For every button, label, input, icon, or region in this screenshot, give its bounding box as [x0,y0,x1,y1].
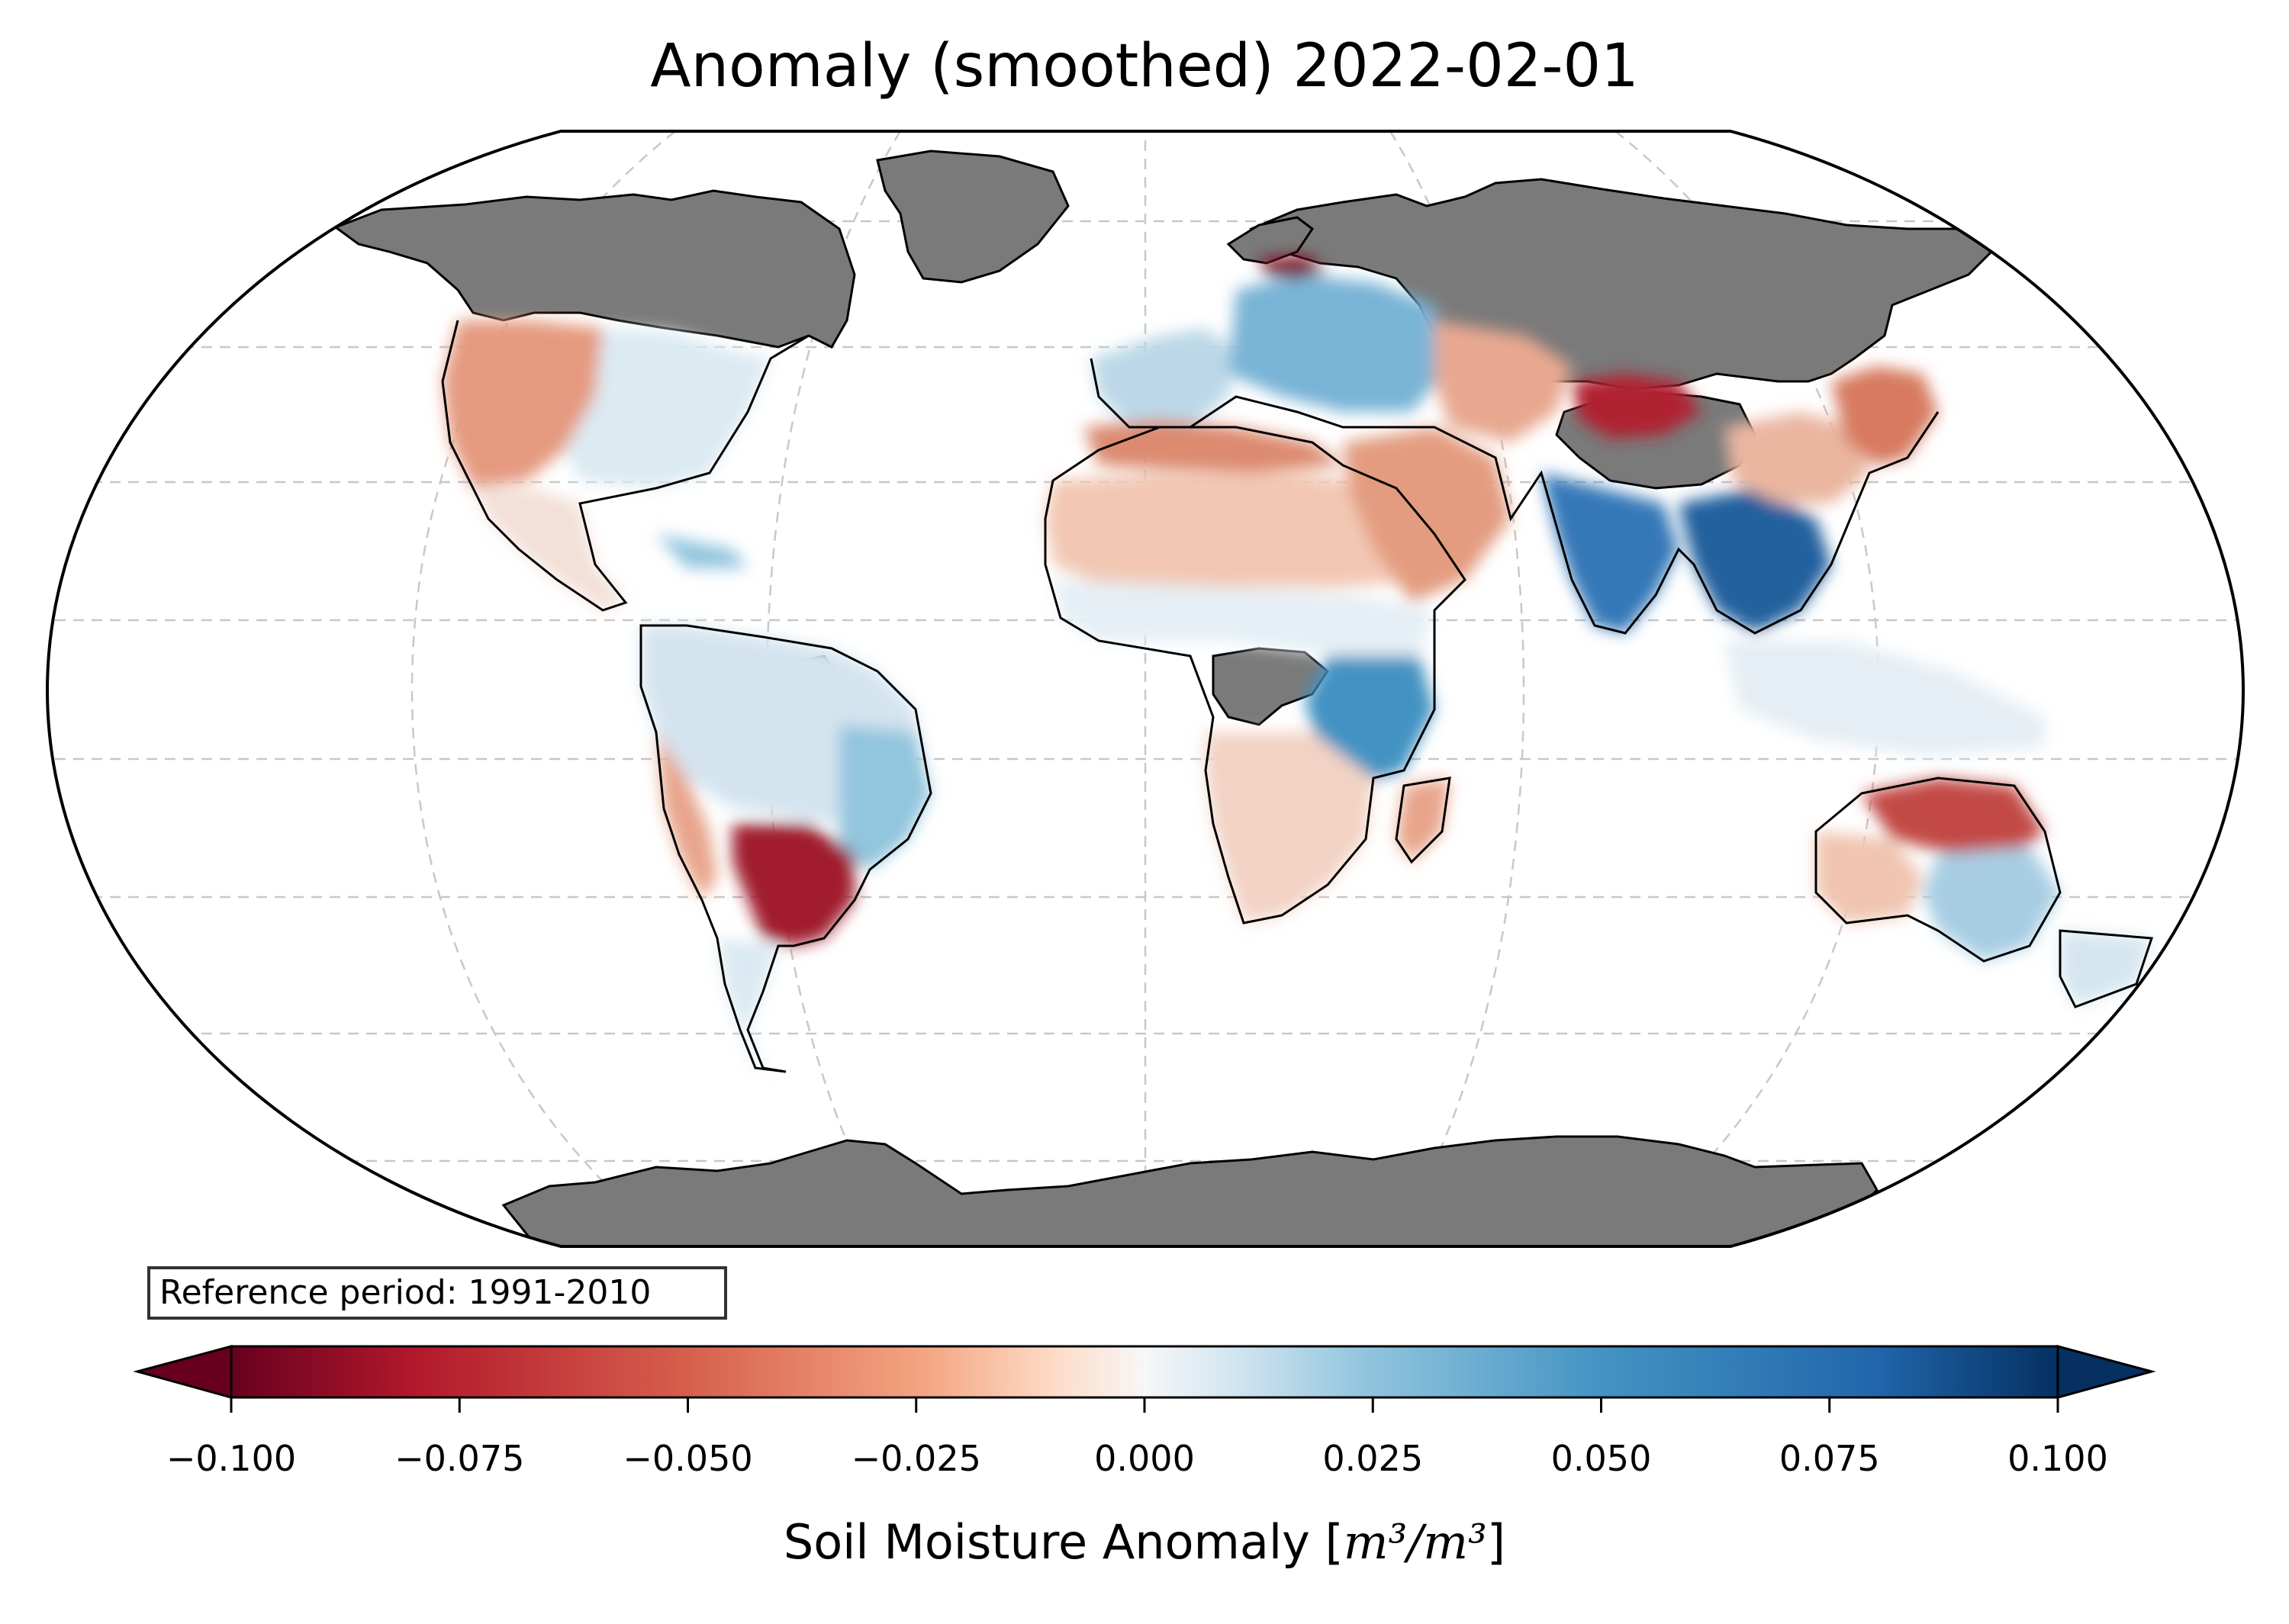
eastern-europe-region [1228,275,1450,412]
usa-west-region [443,320,603,488]
paraguay-argentina-region [732,824,855,946]
colorbar-label-text: Soil Moisture Anomaly [ [783,1514,1344,1570]
australia-coast [1814,777,2062,963]
greenland [876,150,1070,284]
anomaly-land [443,256,2152,1072]
north-africa-region [1083,420,1343,473]
sahara-region [1045,473,1434,587]
india-region [1541,473,1679,633]
colorbar-label-close: ] [1486,1514,1506,1570]
new-zealand-region [2060,931,2152,1007]
madagascar-region [1396,778,1450,862]
caribbean-region [656,534,748,568]
maritime-continent-region [1724,641,2045,755]
colorbar-extend-max [2056,1345,2156,1399]
map-title: Anomaly (smoothed) 2022-02-01 [650,32,1639,101]
globe-outline [45,130,2246,1248]
northern-australia-region [1862,778,2045,854]
western-europe-region [1091,328,1236,427]
colorbar-tick-label: 0.000 [1094,1438,1195,1479]
andes-region [656,732,717,900]
north-america-coast [441,320,810,612]
colorbar-extend-min [133,1345,233,1399]
madagascar-coast [1395,777,1451,864]
africa-coast [1044,426,1466,925]
southern-china-region [1724,412,1869,503]
eastern-brazil-region [839,725,931,870]
colorbar-label: Soil Moisture Anomaly [m³/m³] [0,1514,2289,1570]
colorbar-gradient [230,1345,2059,1399]
new-zealand-coast [2059,929,2154,1008]
usa-east-region [565,328,771,488]
congo-core [1212,647,1329,726]
south-america-coast [639,624,932,1073]
colorbar-tick-label: 0.025 [1322,1438,1424,1479]
coastlines [441,320,2154,1073]
colorbar-tick-label: −0.050 [623,1438,753,1479]
colorbar-tick-label: 0.050 [1550,1438,1652,1479]
colorbar-tick-label: −0.075 [394,1438,525,1479]
mongolia-north-china-region [1572,374,1701,439]
southeast-asia-region [1679,488,1831,633]
central-asia-region [1434,320,1572,442]
mexico-region [473,488,626,610]
northern-north-america [333,189,856,349]
colorbar-tick-label: 0.075 [1779,1438,1880,1479]
baltic-region [1259,256,1328,278]
reference-period-box: Reference period: 1991-2010 [147,1266,727,1320]
colorbar-ticks [230,1397,2059,1413]
middle-east-region [1343,427,1511,603]
colorbar-tick-label: −0.100 [166,1438,297,1479]
scandinavia-north [1226,216,1315,265]
eastern-australia-region [1923,847,2060,961]
colorbar-tick-label: −0.025 [851,1438,981,1479]
colorbar-label-unit: m³/m³ [1343,1514,1487,1570]
korea-japan-region [1831,366,1938,465]
southern-africa-region [1206,732,1373,923]
eurasia-coast [1090,358,1940,635]
colorbar-tick-label: 0.100 [2007,1438,2108,1479]
western-australia-region [1816,831,1923,923]
sahel-region [1053,580,1434,656]
colorbar [133,1345,2156,1413]
